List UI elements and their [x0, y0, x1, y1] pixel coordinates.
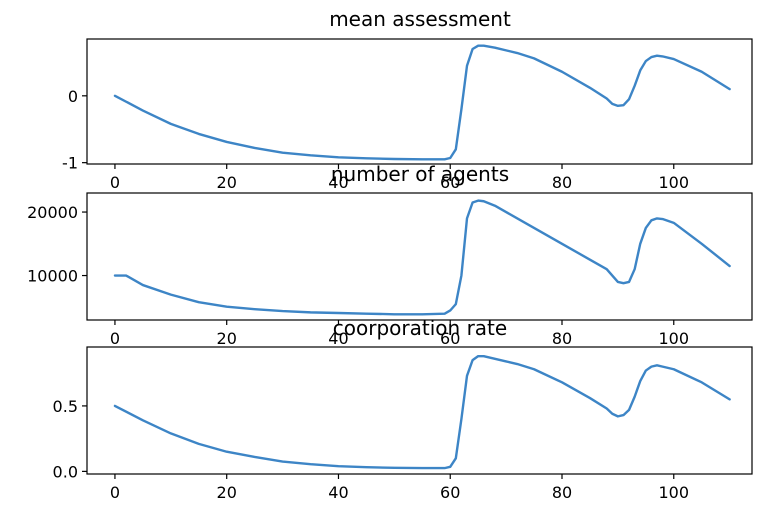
- x-tick-label: 60: [440, 173, 460, 192]
- y-tick-label: 0.0: [53, 462, 78, 481]
- x-tick-label: 0: [110, 173, 120, 192]
- series: [113, 199, 731, 316]
- panel-coorporation-rate: coorporation rate 0 20 40 60 80 100 0.0 0.5: [53, 316, 753, 502]
- x-tick-label: 0: [110, 483, 120, 502]
- y-tick-label: -1: [62, 154, 78, 173]
- x-tick-label: 40: [328, 483, 348, 502]
- x-tick-label: 80: [552, 483, 572, 502]
- chart-title: number of agents: [331, 162, 509, 186]
- x-tick-label: 100: [658, 483, 689, 502]
- x-tick-label: 80: [552, 173, 572, 192]
- x-tick-label: 60: [440, 483, 460, 502]
- series-line: [113, 44, 731, 161]
- panel-mean-assessment: mean assessment 0 20 40 60 80 100 -1 0: [62, 7, 753, 192]
- series: [113, 44, 731, 161]
- panel-number-of-agents: number of agents 0 20 40 60 80 100 10000 20000: [27, 162, 753, 348]
- axes-frame: [86, 192, 753, 321]
- y-tick-label: 0: [68, 87, 78, 106]
- x-tick-label: 20: [217, 329, 237, 348]
- x-tick-label: 80: [552, 329, 572, 348]
- x-tick-label: 100: [658, 329, 689, 348]
- ticks: 0 20 40 60 80 100 -1 0: [62, 87, 689, 192]
- x-tick-label: 20: [217, 483, 237, 502]
- chart-title: coorporation rate: [333, 316, 507, 340]
- ticks: 0 20 40 60 80 100 0.0 0.5: [53, 397, 689, 502]
- axes-frame: [86, 346, 753, 475]
- x-tick-label: 60: [440, 329, 460, 348]
- ticks: 0 20 40 60 80 100 10000 20000: [27, 203, 689, 348]
- x-tick-label: 40: [328, 329, 348, 348]
- axes-frame: [86, 38, 753, 165]
- x-tick-label: 0: [110, 329, 120, 348]
- x-tick-label: 100: [658, 173, 689, 192]
- chart-title: mean assessment: [329, 7, 511, 31]
- y-tick-label: 0.5: [53, 397, 78, 416]
- x-tick-label: 40: [328, 173, 348, 192]
- series: [113, 354, 731, 470]
- y-tick-label: 20000: [27, 203, 78, 222]
- series-line: [113, 354, 731, 470]
- y-tick-label: 10000: [27, 267, 78, 286]
- x-tick-label: 20: [217, 173, 237, 192]
- series-line: [113, 199, 731, 316]
